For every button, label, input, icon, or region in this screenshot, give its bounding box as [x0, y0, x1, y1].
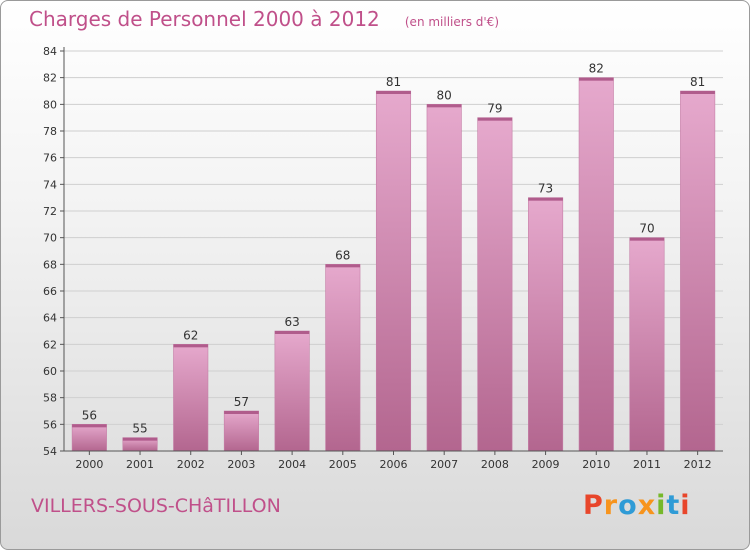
x-tick-label: 2002: [177, 458, 205, 471]
bar-cap: [477, 117, 513, 121]
bar-cap: [579, 77, 614, 81]
data-label: 55: [132, 422, 147, 436]
bar-cap: [680, 91, 715, 94]
bar: [71, 424, 107, 452]
logo-letter: i: [656, 490, 667, 521]
chart-title: Charges de Personnel 2000 à 2012: [29, 7, 380, 31]
x-tick-label: 2003: [227, 458, 255, 471]
x-tick-label: 2008: [481, 458, 509, 471]
y-tick-label: 64: [43, 312, 57, 325]
bar-cap: [376, 91, 411, 94]
y-tick-label: 54: [43, 445, 57, 458]
data-label: 56: [82, 408, 97, 422]
proxiti-logo[interactable]: Proxiti: [583, 490, 691, 521]
y-tick-label: 76: [43, 152, 57, 165]
bar: [629, 237, 665, 452]
data-label: 62: [183, 328, 198, 342]
axis-layer: 54 56 58 60 62 64 66 68 70 72 74 76 78 80 82 84 2000 2001…: [43, 45, 723, 471]
x-tick-label: 2001: [126, 458, 154, 471]
data-label: 63: [284, 315, 299, 329]
bar: [426, 104, 462, 452]
x-tick-label: 2004: [278, 458, 306, 471]
y-tick-label: 70: [43, 232, 57, 245]
y-tick-label: 72: [43, 205, 57, 218]
data-label: 70: [639, 222, 654, 236]
bar: [223, 410, 259, 452]
y-tick-label: 66: [43, 285, 57, 298]
x-tick-label: 2011: [633, 458, 661, 471]
x-tick-label: 2010: [582, 458, 610, 471]
bar-cap: [274, 331, 310, 334]
logo-letter: o: [618, 490, 638, 521]
data-label: 68: [335, 248, 350, 262]
bar: [680, 90, 716, 452]
data-label: 82: [589, 62, 604, 76]
data-label: 79: [487, 102, 502, 116]
logo-letter: P: [583, 490, 604, 521]
y-tick-label: 84: [43, 45, 57, 58]
data-label: 73: [538, 182, 553, 196]
x-tick-label: 2012: [684, 458, 712, 471]
bar-cap: [528, 197, 563, 201]
bar: [325, 264, 361, 452]
bar: [274, 330, 310, 452]
y-tick-label: 68: [43, 258, 57, 271]
y-tick-label: 56: [43, 418, 57, 431]
y-tick-label: 58: [43, 392, 57, 405]
x-tick-label: 2009: [532, 458, 560, 471]
y-tick-label: 62: [43, 338, 57, 351]
data-label: 57: [234, 395, 249, 409]
bar-cap: [173, 344, 208, 348]
data-label: 80: [437, 88, 452, 102]
x-tick-label: 2006: [380, 458, 408, 471]
y-tick-label: 80: [43, 98, 57, 111]
bar: [477, 117, 513, 452]
data-label: 81: [690, 75, 705, 89]
bar-cap: [224, 411, 259, 414]
logo-letter: r: [603, 490, 619, 521]
bar-cap: [426, 104, 462, 108]
x-tick-label: 2005: [329, 458, 357, 471]
commune-name: VILLERS-SOUS-CHâTILLON: [31, 495, 281, 517]
chart-subtitle: (en milliers d'€): [404, 15, 499, 29]
bar-cap: [122, 437, 158, 441]
bar-cap: [629, 237, 665, 241]
bar: [375, 90, 412, 452]
logo-letter: i: [680, 490, 691, 521]
y-tick-label: 82: [43, 72, 57, 85]
logo-letter: x: [637, 490, 657, 521]
bar-layer: 56 55 62 57 63 68 81 80 79 73 82 70 81: [71, 62, 716, 452]
title-line: Charges de Personnel 2000 à 2012 (en mil…: [29, 7, 499, 31]
bar: [578, 77, 614, 452]
bar: [173, 344, 209, 452]
x-tick-label: 2000: [75, 458, 103, 471]
x-tick-label: 2007: [430, 458, 458, 471]
bar: [528, 197, 564, 452]
y-tick-label: 78: [43, 125, 57, 138]
y-tick-label: 74: [43, 178, 57, 191]
logo-letter: t: [666, 490, 681, 521]
bar-cap: [325, 264, 361, 268]
bar-cap: [72, 424, 107, 428]
data-label: 81: [386, 75, 401, 89]
y-tick-label: 60: [43, 365, 57, 378]
